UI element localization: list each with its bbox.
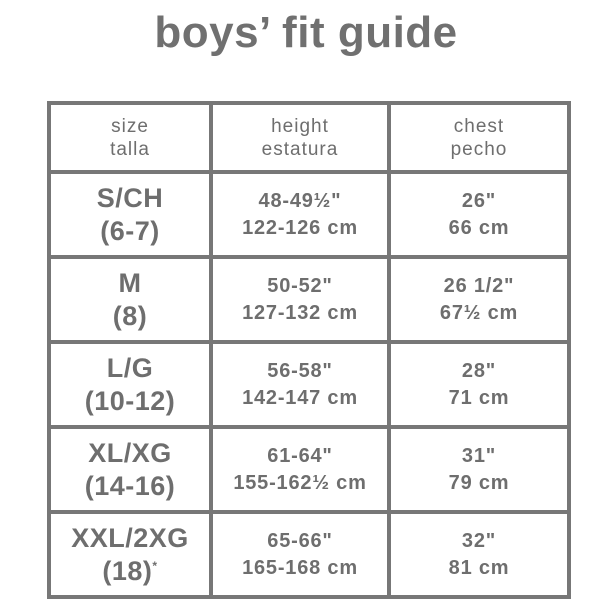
table-row: S/CH (6-7) 48-49½" 122-126 cm 26" 66 cm xyxy=(47,170,571,260)
height-cm: 142-147 cm xyxy=(242,386,358,409)
table-row: L/G (10-12) 56-58" 142-147 cm 28" 71 cm xyxy=(47,340,571,430)
size-cell: XL/XG (14-16) xyxy=(47,425,213,515)
chest-cm: 67½ cm xyxy=(439,301,519,324)
size-label: M xyxy=(118,268,142,299)
size-range-text: (6-7) xyxy=(100,216,160,247)
height-inches: 48-49½" xyxy=(258,189,342,212)
chest-inches: 28" xyxy=(461,359,497,382)
size-range: (6-7) xyxy=(51,212,209,245)
size-cell: S/CH (6-7) xyxy=(47,170,213,260)
table-row: XL/XG (14-16) 61-64" 155-162½ cm 31" 79 cm xyxy=(47,425,571,515)
table-row: XXL/2XG (18)* 65-66" 165-168 cm 32" 81 cm xyxy=(47,510,571,599)
chest-inches: 32" xyxy=(461,529,497,552)
header-label-es: estatura xyxy=(261,138,339,160)
height-inches: 61-64" xyxy=(267,444,333,467)
size-cell: M (8) xyxy=(47,255,213,345)
footnote-marker: * xyxy=(152,559,158,574)
table-row: M (8) 50-52" 127-132 cm 26 1/2" 67½ cm xyxy=(47,255,571,345)
height-cell: 65-66" 165-168 cm xyxy=(209,510,391,599)
header-chest: chest pecho xyxy=(387,100,571,175)
header-label-en: chest xyxy=(453,115,505,137)
header-height: height estatura xyxy=(209,100,391,175)
chest-cm: 79 cm xyxy=(448,471,510,494)
header-size: size talla xyxy=(47,100,213,175)
height-cm: 122-126 cm xyxy=(242,216,358,239)
header-label-en: height xyxy=(271,115,329,137)
chest-cell: 26 1/2" 67½ cm xyxy=(387,255,571,345)
chest-cell: 28" 71 cm xyxy=(387,340,571,430)
header-label-es: pecho xyxy=(450,138,508,160)
size-range-text: (18) xyxy=(102,556,153,587)
chest-cell: 32" 81 cm xyxy=(387,510,571,599)
header-label-en: size xyxy=(111,115,149,137)
height-inches: 50-52" xyxy=(267,274,333,297)
chest-inches: 31" xyxy=(461,444,497,467)
chest-cell: 26" 66 cm xyxy=(387,170,571,260)
height-inches: 65-66" xyxy=(267,529,333,552)
height-cm: 127-132 cm xyxy=(242,301,358,324)
size-cell: XXL/2XG (18)* xyxy=(47,510,213,599)
header-label-es: talla xyxy=(110,138,150,160)
size-label: S/CH xyxy=(96,183,164,214)
height-cell: 50-52" 127-132 cm xyxy=(209,255,391,345)
height-cell: 56-58" 142-147 cm xyxy=(209,340,391,430)
size-range: (14-16) xyxy=(51,467,209,500)
chest-cm: 66 cm xyxy=(448,216,510,239)
chest-inches: 26 1/2" xyxy=(443,274,515,297)
size-range-text: (14-16) xyxy=(84,471,176,502)
table-header-row: size talla height estatura chest pecho xyxy=(47,100,571,175)
size-range-text: (10-12) xyxy=(84,386,176,417)
size-chart-table: size talla height estatura chest pecho S/CH… xyxy=(47,100,571,599)
height-cell: 48-49½" 122-126 cm xyxy=(209,170,391,260)
height-inches: 56-58" xyxy=(267,359,333,382)
page-title: boys’ fit guide xyxy=(154,8,458,57)
size-range: (8) xyxy=(51,297,209,330)
chest-inches: 26" xyxy=(461,189,497,212)
size-range: (10-12) xyxy=(51,382,209,415)
size-label: L/G xyxy=(106,353,154,384)
chest-cm: 81 cm xyxy=(448,556,510,579)
chest-cm: 71 cm xyxy=(448,386,510,409)
height-cm: 165-168 cm xyxy=(242,556,358,579)
height-cm: 155-162½ cm xyxy=(233,471,367,494)
chest-cell: 31" 79 cm xyxy=(387,425,571,515)
height-cell: 61-64" 155-162½ cm xyxy=(209,425,391,515)
size-cell: L/G (10-12) xyxy=(47,340,213,430)
size-label: XL/XG xyxy=(88,438,172,469)
size-label: XXL/2XG xyxy=(71,523,189,554)
size-range-text: (8) xyxy=(112,301,148,332)
size-range: (18)* xyxy=(51,552,209,585)
